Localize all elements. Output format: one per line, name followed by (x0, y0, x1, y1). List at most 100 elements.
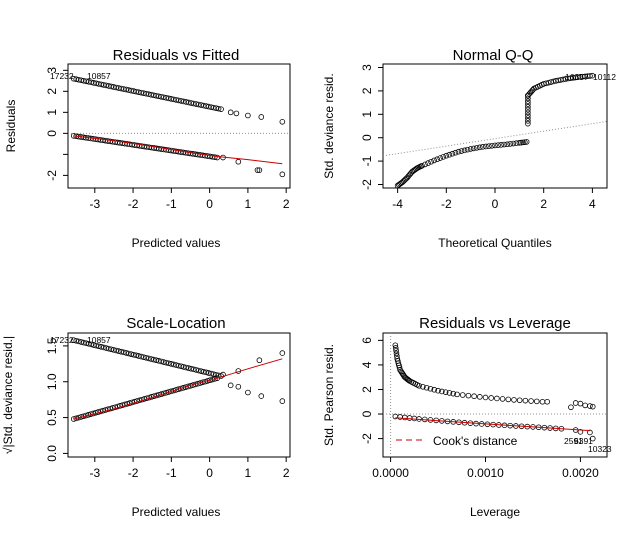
y-axis-label: Std. Pearson resid. (322, 344, 336, 446)
y-tick-label: 0 (360, 410, 374, 417)
data-point (95, 343, 102, 350)
data-point (75, 338, 82, 345)
data-point (455, 148, 462, 155)
data-point (173, 387, 179, 393)
y-tick-label: -2 (360, 433, 374, 444)
data-point (93, 342, 100, 349)
smooth-lines (73, 358, 283, 420)
y-tick-label: 1.0 (45, 373, 59, 390)
data-point (214, 375, 221, 381)
data-point (480, 144, 486, 150)
data-point (190, 366, 197, 373)
data-point (150, 356, 157, 363)
data-point (454, 391, 460, 398)
y-axis-label: Std. deviance resid. (322, 73, 336, 178)
plot-frame (67, 332, 291, 458)
data-point (258, 114, 265, 120)
data-point (435, 387, 441, 394)
point-label: 17232 (50, 71, 74, 81)
data-point (155, 358, 162, 364)
point-label: 10323 (588, 444, 612, 454)
data-point (235, 158, 242, 165)
data-point (148, 356, 154, 362)
point-label: 10857 (87, 335, 111, 345)
data-point (533, 398, 540, 405)
data-point (120, 349, 127, 356)
data-point (215, 105, 222, 112)
data-points (394, 72, 596, 189)
y-tick-label: 2 (45, 88, 59, 95)
data-point (180, 385, 187, 391)
data-point (117, 403, 123, 409)
point-label: 10857 (87, 71, 111, 81)
smooth-lines (73, 135, 283, 165)
x-tick-label: 0.0010 (467, 466, 504, 480)
data-point (449, 150, 456, 157)
x-axis-label: Predicted values (132, 505, 221, 519)
data-point (582, 402, 588, 409)
data-point (78, 339, 85, 345)
x-tick-label: -4 (392, 197, 403, 211)
data-point (568, 404, 574, 411)
data-point (498, 142, 504, 148)
data-point (128, 351, 134, 357)
x-axis-label: Theoretical Quantiles (438, 236, 551, 250)
data-point (587, 429, 593, 436)
data-point (279, 118, 286, 125)
data-point (525, 115, 531, 121)
y-axis: -2 0 1 2 3 (45, 67, 68, 181)
x-axis-label: Leverage (470, 505, 520, 519)
data-point (525, 112, 531, 119)
plot-frame (67, 63, 291, 189)
data-point (428, 158, 434, 165)
data-point (393, 347, 399, 354)
data-point (105, 345, 112, 352)
y-tick-label: 1.5 (45, 337, 59, 354)
data-point (100, 344, 107, 351)
data-point (178, 363, 184, 370)
y-tick-label: 0.5 (45, 409, 59, 426)
data-point (90, 342, 97, 348)
data-point (587, 73, 593, 79)
data-point (258, 393, 265, 399)
x-tick-label: 2 (540, 197, 547, 211)
data-point (476, 144, 483, 151)
legend-label: Cook's distance (433, 434, 518, 448)
data-point (98, 344, 105, 350)
point-label: 16357 (565, 72, 589, 82)
data-point (254, 167, 261, 173)
data-point (140, 354, 147, 360)
data-point (510, 140, 517, 147)
data-point (168, 361, 174, 367)
x-tick-label: 0.0000 (372, 466, 409, 480)
data-point (195, 367, 202, 374)
data-point (180, 364, 187, 370)
data-point (589, 403, 596, 410)
data-point (422, 161, 428, 168)
x-tick-label: -3 (89, 466, 100, 480)
data-point (431, 157, 437, 164)
data-point (173, 362, 179, 368)
data-point (589, 72, 596, 79)
data-point (213, 371, 219, 378)
data-point (399, 369, 405, 376)
point-label: 6391 (574, 436, 593, 446)
data-point (245, 389, 251, 396)
panel-residuals-vs-fitted: Residuals vs Fitted -3 -2 -1 0 1 2 -2 0 1 2 3 172… (4, 47, 291, 250)
y-tick-label: 2 (360, 386, 374, 393)
point-label: 2591 (564, 436, 583, 446)
data-point (83, 340, 90, 347)
data-point (471, 393, 477, 400)
x-tick-label: 1 (245, 197, 252, 211)
data-point (393, 350, 400, 357)
data-point (489, 142, 495, 149)
x-tick-label: 0 (492, 197, 499, 211)
data-point (507, 141, 514, 147)
x-tick-label: -2 (441, 197, 452, 211)
data-point (218, 106, 224, 112)
qq-reference-line (382, 120, 608, 157)
x-tick-label: 4 (589, 197, 596, 211)
data-point (505, 396, 512, 403)
